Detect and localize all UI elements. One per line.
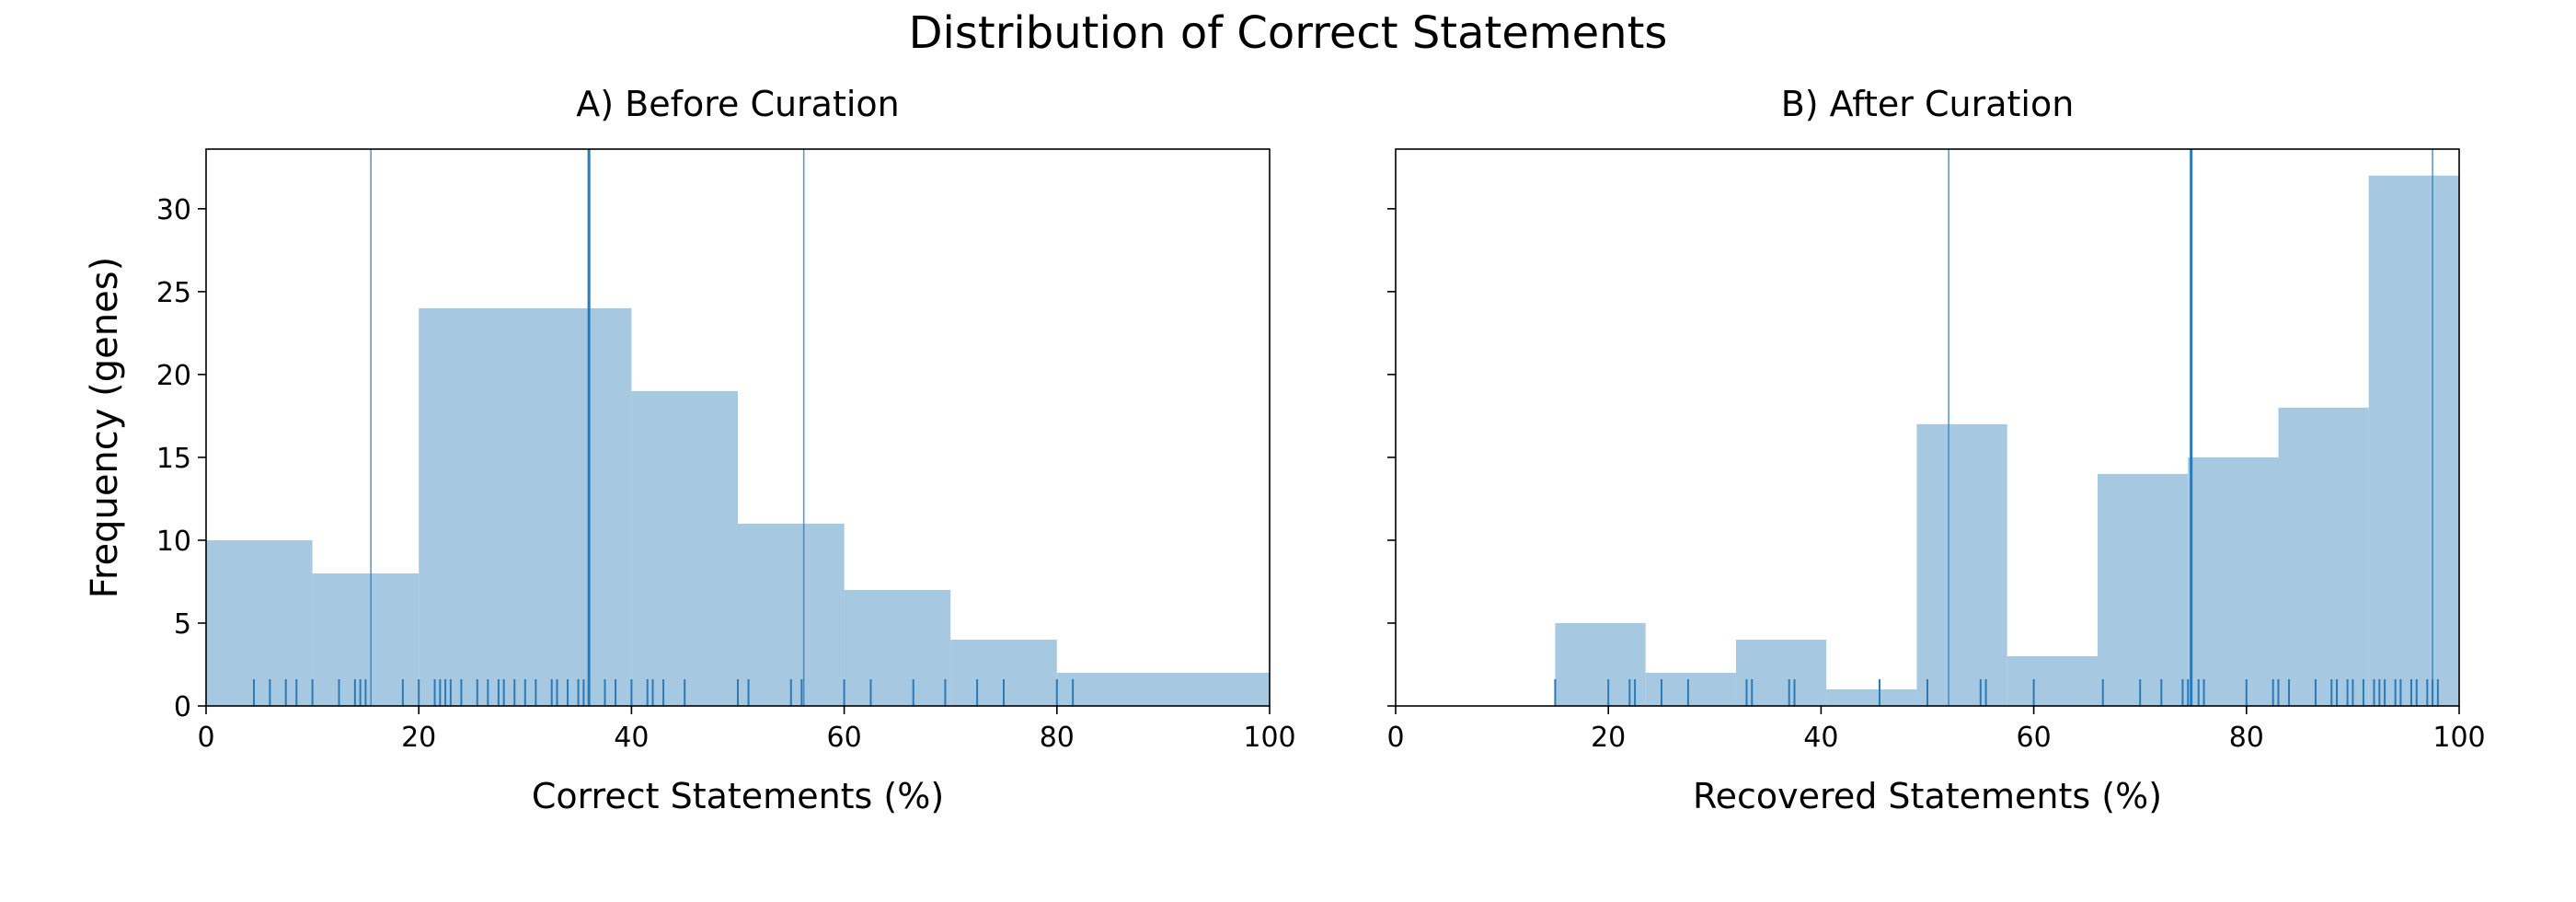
y-axis-label: Frequency (genes)	[84, 257, 126, 598]
histogram-bar	[844, 589, 951, 706]
x-tick-label: 40	[1803, 722, 1838, 754]
x-tick-label: 100	[2432, 722, 2485, 754]
histogram-bar	[1555, 622, 1646, 706]
y-tick-label: 5	[174, 608, 191, 641]
histogram-bar	[1735, 639, 1827, 706]
panel-b: 0 20 40 60 80 100 B) After Curation Recovered S…	[1386, 84, 2485, 816]
y-tick-label: 20	[156, 360, 191, 392]
y-tick-label: 10	[156, 526, 191, 558]
y-tick-label: 25	[156, 277, 191, 309]
x-tick-label: 80	[1040, 722, 1075, 754]
y-tick-label: 30	[156, 194, 191, 226]
x-tick-label: 0	[197, 722, 214, 754]
histogram-bar	[2278, 407, 2369, 706]
x-tick-label: 20	[401, 722, 436, 754]
histogram-bar	[2097, 473, 2189, 706]
axes-frame	[205, 148, 1271, 707]
x-tick-label: 60	[827, 722, 862, 754]
x-tick-label: 80	[2229, 722, 2264, 754]
histogram-bar	[1645, 672, 1736, 706]
x-tick-label: 60	[2017, 722, 2052, 754]
x-tick-label: 100	[1243, 722, 1295, 754]
histogram-bar	[1826, 688, 1917, 706]
x-axis-label: Recovered Statements (%)	[1693, 776, 2162, 816]
figure-title: Distribution of Correct Statements	[908, 7, 1668, 59]
histogram-bar	[738, 523, 845, 706]
x-tick-label: 40	[614, 722, 649, 754]
histogram-bar	[2188, 457, 2279, 706]
panel-title: B) After Curation	[1781, 84, 2075, 124]
histogram-bar	[419, 307, 632, 706]
x-tick-label: 0	[1386, 722, 1404, 754]
y-tick-label: 0	[174, 691, 191, 723]
panel-a: 0 20 40 60 80 100 0 5 10 15 20 25 30 A) Before Curati…	[84, 84, 1296, 816]
histogram-bar	[1916, 423, 2007, 706]
axes-frame	[1395, 148, 2460, 707]
histogram-bar	[1056, 672, 1270, 706]
histogram-bar	[631, 390, 738, 706]
panel-title: A) Before Curation	[576, 84, 900, 124]
x-axis-label: Correct Statements (%)	[532, 776, 944, 816]
histogram-bar	[206, 539, 313, 706]
x-tick-label: 20	[1591, 722, 1626, 754]
histogram-bar	[2007, 655, 2098, 706]
y-tick-label: 15	[156, 443, 191, 475]
histogram-bar	[2368, 175, 2459, 707]
